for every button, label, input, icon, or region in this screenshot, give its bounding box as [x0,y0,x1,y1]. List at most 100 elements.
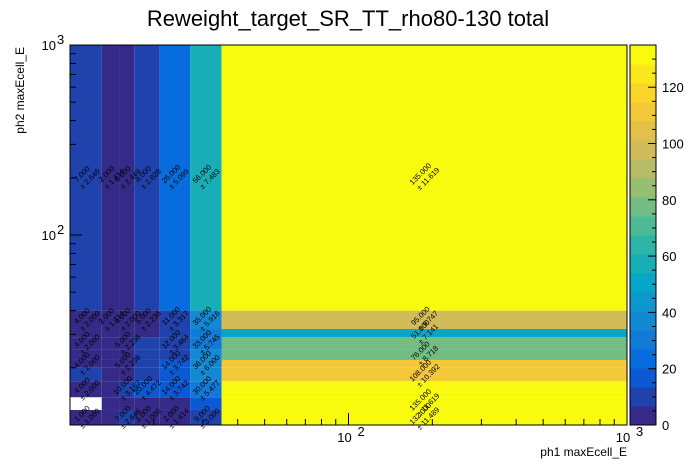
x-tick-exponent: 3 [636,424,643,439]
colorbar-band [630,197,656,217]
x-tick-label: 10 [616,430,630,445]
heatmap-cell [159,329,191,338]
heatmap-cell [101,337,120,350]
heatmap-cell [190,310,222,330]
heatmap-cell [134,349,160,360]
colorbar-band [630,273,656,293]
colorbar-band [630,235,656,255]
heatmap-cell [119,45,135,311]
heatmap-cell [190,381,222,398]
heatmap-cell [190,349,222,360]
colorbar: 0 20 40 60 80 100 120 [629,44,684,433]
heatmap-cell [190,337,222,350]
heatmap-cell [70,349,102,360]
heatmap-cell [221,310,627,330]
heatmap-cell [221,329,627,338]
x-axis: 10 2 10 3 [69,413,643,445]
colorbar-band [630,406,656,426]
colorbar-band [630,45,656,65]
heatmap-cell [119,329,135,338]
colorbar-band [630,102,656,122]
heatmap-cell [190,329,222,338]
heatmap-cell [134,310,160,330]
colorbar-tick-label: 120 [662,80,684,95]
colorbar-band [630,140,656,160]
heatmap-cell [70,329,102,338]
colorbar-band [630,387,656,407]
heatmap-cell [159,349,191,360]
heatmap-cell [221,409,627,425]
colorbar-band [630,330,656,350]
y-tick-exponent: 3 [57,32,64,47]
heatmap-cell [119,397,135,410]
heatmap-cell [134,329,160,338]
heatmap-cell [101,409,120,425]
y-tick-label: 10 [42,228,56,243]
heatmap-cells [70,45,627,425]
heatmap-cell [70,409,102,425]
colorbar-band [630,311,656,331]
heatmap-cell [70,397,102,410]
colorbar-band [630,368,656,388]
heatmap-cell [134,397,160,410]
heatmap-cell [221,359,627,368]
colorbar-frame [629,44,657,426]
y-axis-label: ph2 maxEcell_E [13,47,27,134]
heatmap-cell [70,359,102,368]
heatmap-cell [134,359,160,368]
heatmap-cell [221,367,627,382]
heatmap-cell [134,337,160,350]
heatmap-cell [101,329,120,338]
colorbar-tick-label: 100 [662,137,684,152]
heatmap-cell [190,409,222,425]
heatmap-cell [101,367,120,382]
colorbar-tick-label: 80 [662,193,676,208]
heatmap-cell [70,337,102,350]
heatmap-cell [190,45,222,311]
heatmap-cell [119,310,135,330]
heatmap-cell [101,397,120,410]
heatmap-cell [134,45,160,311]
heatmap-cell [119,381,135,398]
colorbar-tick-label: 40 [662,305,676,320]
heatmap-cell [221,381,627,398]
y-tick-exponent: 2 [57,222,64,237]
y-tick-label: 10 [42,38,56,53]
heatmap-cell [134,367,160,382]
colorbar-tick-label: 0 [662,418,669,433]
colorbar-band [630,64,656,84]
heatmap-cell [190,359,222,368]
heatmap-cell [101,310,120,330]
chart-title: Reweight_target_SR_TT_rho80-130 total [146,6,550,31]
x-tick-exponent: 2 [358,424,365,439]
heatmap-cell [119,367,135,382]
heatmap-cell [119,337,135,350]
colorbar-band [630,216,656,236]
heatmap-cell [119,409,135,425]
heatmap-cell [159,397,191,410]
heatmap-cell [221,337,627,350]
heatmap-cell [159,310,191,330]
heatmap-cell [119,349,135,360]
heatmap-cell [159,45,191,311]
heatmap-cell [190,397,222,410]
heatmap-cell [101,381,120,398]
heatmap-cell [70,310,102,330]
colorbar-band [630,349,656,369]
heatmap-cell [159,381,191,398]
colorbar-band [630,159,656,179]
colorbar-band [630,292,656,312]
colorbar-band [630,83,656,103]
heatmap-cell [134,381,160,398]
heatmap-cell [221,349,627,360]
heatmap-cell [101,359,120,368]
heatmap-cell [119,359,135,368]
heatmap-cell [101,349,120,360]
x-axis-label: ph1 maxEcell_E [540,445,627,459]
colorbar-tick-label: 20 [662,362,676,377]
heatmap-cell [221,397,627,410]
colorbar-band [630,178,656,198]
colorbar-band [630,121,656,141]
